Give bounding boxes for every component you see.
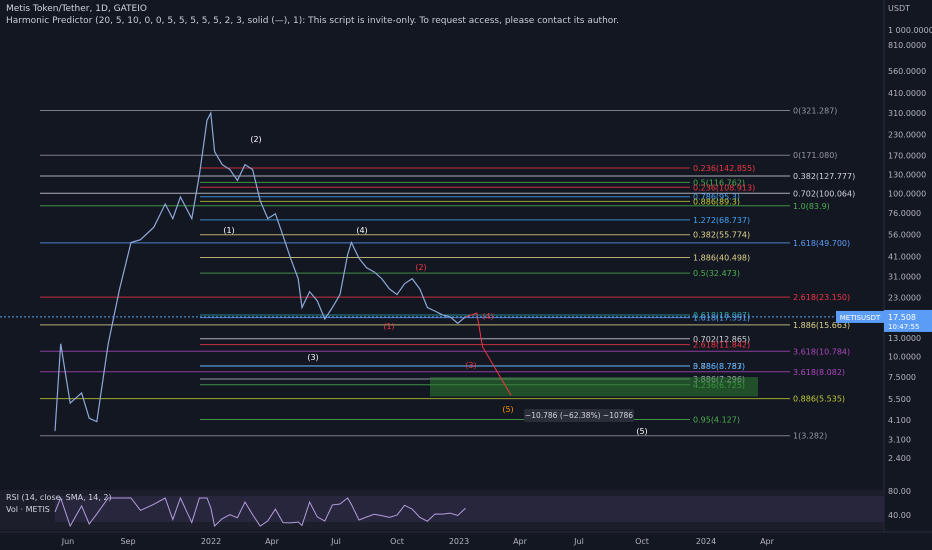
wave-label: (1) xyxy=(223,226,234,235)
wave-label: (5) xyxy=(502,405,513,414)
fib-level-label: 0.886(89.3) xyxy=(693,197,740,206)
price-tick-label: 13.0000 xyxy=(888,334,921,343)
last-price-tag-bg xyxy=(884,309,932,332)
measurement-bg xyxy=(524,409,634,422)
fib-level-label: 0(321.287) xyxy=(793,107,837,116)
indicator-legend[interactable]: Harmonic Predictor (20, 5, 10, 0, 0, 5, … xyxy=(6,16,620,26)
rsi-tick-label: 80.00 xyxy=(888,487,911,496)
wave-label: (3) xyxy=(307,353,318,362)
time-tick-label: Apr xyxy=(265,537,280,546)
price-tick-label: 410.0000 xyxy=(888,89,926,98)
time-tick-label: Oct xyxy=(635,537,649,546)
rsi-line xyxy=(54,496,466,528)
measurement-label: −10.786 (−62.38%) −10786 xyxy=(525,411,633,420)
fib-level-label: 0(171.080) xyxy=(793,151,837,160)
symbol-title[interactable]: Metis Token/Tether, 1D, GATEIO xyxy=(6,4,147,14)
time-tick-label: 2024 xyxy=(696,537,716,546)
price-tick-label: 1 000.0000 xyxy=(888,26,932,35)
currency-label: USDT xyxy=(888,4,910,13)
wave-label: (2) xyxy=(415,263,426,272)
time-tick-label: Jul xyxy=(573,537,584,546)
price-tick-label: 76.0000 xyxy=(888,209,921,218)
time-tick-label: 2023 xyxy=(449,537,469,546)
price-tick-label: 810.0000 xyxy=(888,41,926,50)
price-tick-label: 4.100 xyxy=(888,416,911,425)
fib-level-label: 3.618(10.784) xyxy=(793,347,850,356)
rsi-legend: RSI (14, close, SMA, 14, 2) xyxy=(6,493,112,502)
fib-level-label: 1.618(49.700) xyxy=(793,239,850,248)
wave-label: (3) xyxy=(465,361,476,370)
fib-level-label: 2.618(23.150) xyxy=(793,293,850,302)
time-tick-label: Oct xyxy=(390,537,404,546)
fib-level-label: 2.618(11.842) xyxy=(693,341,750,350)
wave-label: (4) xyxy=(482,312,493,321)
price-tick-label: 10.0000 xyxy=(888,353,921,362)
price-tick-label: 56.0000 xyxy=(888,230,921,239)
price-tick-label: 170.0000 xyxy=(888,152,926,161)
price-axis-panel xyxy=(884,0,932,550)
wave-label: (2) xyxy=(250,135,261,144)
time-tick-label: Apr xyxy=(760,537,775,546)
price-tick-label: 5.500 xyxy=(888,395,911,404)
fib-level-label: 1.0(83.9) xyxy=(793,202,830,211)
fib-level-label: 1.272(68.737) xyxy=(693,216,750,225)
fib-level-label: 0.382(127.777) xyxy=(793,172,855,181)
time-tick-label: Apr xyxy=(513,537,528,546)
price-tick-label: 100.0000 xyxy=(888,189,926,198)
price-tick-label: 3.100 xyxy=(888,436,911,445)
fib-level-label: 3.886(8.787) xyxy=(693,362,745,371)
price-tick-label: 41.0000 xyxy=(888,253,921,262)
fib-level-label: 0.236(108.913) xyxy=(693,183,755,192)
price-tick-label: 2.400 xyxy=(888,454,911,463)
symbol-tag-label: METISUSDT xyxy=(840,314,881,322)
price-tick-label: 130.0000 xyxy=(888,171,926,180)
fib-level-label: 1.618(17.351) xyxy=(693,314,750,323)
wave-label: (5) xyxy=(636,427,647,436)
symbol-tag-bg xyxy=(836,310,884,323)
candle-countdown: 10:47:55 xyxy=(888,323,919,331)
rsi-tick-label: 40.00 xyxy=(888,511,911,520)
price-tick-label: 7.5000 xyxy=(888,373,916,382)
wave-label: (1) xyxy=(383,322,394,331)
fib-level-label: 0.5(116.762) xyxy=(693,178,745,187)
time-tick-label: 2022 xyxy=(201,537,221,546)
price-tick-label: 31.0000 xyxy=(888,272,921,281)
wave-label: (4) xyxy=(356,226,367,235)
fib-level-label: 0.618(18.007) xyxy=(693,311,750,320)
last-price-value: 17.508 xyxy=(888,313,916,322)
fib-level-label: 3.618(8.082) xyxy=(793,368,845,377)
price-tick-label: 23.0000 xyxy=(888,294,921,303)
fib-level-label: 0.236(142.855) xyxy=(693,164,755,173)
projection-path xyxy=(465,312,512,396)
price-tick-label: 230.0000 xyxy=(888,130,926,139)
price-tick-label: 310.0000 xyxy=(888,109,926,118)
fib-level-label: 0.702(100.064) xyxy=(793,189,855,198)
volume-legend: Vol · METIS xyxy=(6,505,50,514)
fib-level-label: 1.886(40.498) xyxy=(693,253,750,262)
fib-level-label: 0.702(12.865) xyxy=(693,335,750,344)
fib-level-label: 0.786(8.753) xyxy=(693,362,745,371)
fib-level-label: 1(3.282) xyxy=(793,432,827,441)
target-zone-box xyxy=(430,377,758,397)
fib-level-label: 0.786(95.3) xyxy=(693,193,740,202)
price-tick-label: 560.0000 xyxy=(888,67,926,76)
fib-level-label: 0.886(5.535) xyxy=(793,395,845,404)
rsi-panel-bg xyxy=(0,490,884,530)
price-series-line xyxy=(54,111,466,432)
fib-level-label: 0.5(32.473) xyxy=(693,269,740,278)
time-tick-label: Jun xyxy=(61,537,75,546)
fib-level-label: 0.95(4.127) xyxy=(693,415,740,424)
fib-level-label: 1.886(15.663) xyxy=(793,321,850,330)
time-tick-label: Jul xyxy=(330,537,341,546)
fib-level-label: 0.382(55.774) xyxy=(693,231,750,240)
time-tick-label: Sep xyxy=(120,537,135,546)
